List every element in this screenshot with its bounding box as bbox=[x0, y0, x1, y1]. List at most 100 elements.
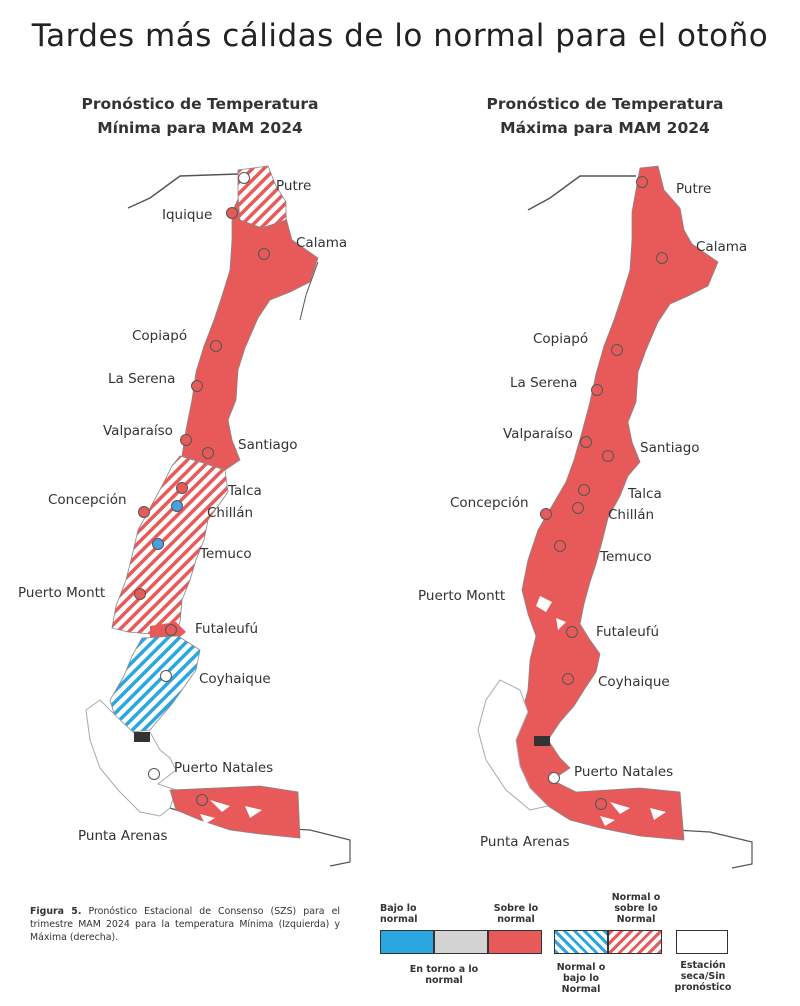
legend-label-estacion: Estación seca/Sin pronóstico bbox=[674, 960, 732, 993]
right-label-puertomontt: Puerto Montt bbox=[418, 588, 505, 604]
legend-swatch-torno bbox=[434, 930, 488, 954]
legend-label-bajo: Bajo lo normal bbox=[380, 903, 418, 925]
right-label-puertonatales: Puerto Natales bbox=[574, 764, 673, 780]
left-label-putre: Putre bbox=[276, 178, 311, 194]
right-coastal-islands bbox=[477, 679, 549, 811]
left-label-laserena: La Serena bbox=[108, 371, 175, 387]
right-label-talca: Talca bbox=[627, 486, 662, 502]
right-label-coyhaique: Coyhaique bbox=[598, 674, 670, 690]
caption-text: Pronóstico Estacional de Consenso (SZS) … bbox=[30, 906, 340, 943]
legend-swatch-sobre bbox=[488, 930, 542, 954]
right-map-title-line2: Máxima para MAM 2024 bbox=[500, 119, 710, 137]
page-title: Tardes más cálidas de lo normal para el … bbox=[31, 18, 769, 54]
right-label-copiapo: Copiapó bbox=[533, 331, 588, 347]
right-label-concepcion: Concepción bbox=[450, 495, 529, 511]
left-station-coyhaique bbox=[160, 670, 172, 682]
legend-label-sobre: Sobre lo normal bbox=[493, 903, 539, 925]
left-station-santiago bbox=[202, 447, 214, 459]
legend-swatch-normal-sobre bbox=[608, 930, 662, 954]
legend-swatch-normal-bajo bbox=[554, 930, 608, 954]
left-map-title: Pronóstico de Temperatura Mínima para MA… bbox=[30, 92, 370, 140]
right-all-sobre-region bbox=[513, 165, 719, 841]
left-label-puertomontt: Puerto Montt bbox=[18, 585, 105, 601]
left-label-puertonatales: Puerto Natales bbox=[174, 760, 273, 776]
right-map: Putre Calama Copiapó La Serena Valparaís… bbox=[418, 165, 753, 869]
left-map-title-line1: Pronóstico de Temperatura bbox=[81, 95, 319, 113]
left-magallanes-sobre-region bbox=[169, 785, 301, 839]
left-station-talca bbox=[176, 482, 188, 494]
left-magallanes-fjords bbox=[200, 800, 262, 824]
left-south-dry-region bbox=[85, 699, 177, 817]
caption-label: Figura 5. bbox=[30, 906, 82, 917]
right-station-chillan bbox=[572, 502, 584, 514]
right-label-santiago: Santiago bbox=[640, 440, 700, 456]
left-label-temuco: Temuco bbox=[199, 546, 252, 562]
right-magallanes-fjords bbox=[600, 802, 666, 826]
right-station-puertonatales bbox=[548, 772, 560, 784]
left-label-iquique: Iquique bbox=[162, 207, 212, 223]
left-station-puertonatales bbox=[148, 768, 160, 780]
left-station-calama bbox=[258, 248, 270, 260]
right-station-concepcion bbox=[540, 508, 552, 520]
legend-label-normal-bajo: Normal o bajo lo Normal bbox=[556, 962, 606, 995]
right-station-talca bbox=[578, 484, 590, 496]
right-border-peru bbox=[527, 175, 636, 211]
right-station-copiapo bbox=[611, 344, 623, 356]
left-station-laserena bbox=[191, 380, 203, 392]
left-label-futaleufu: Futaleufú bbox=[195, 621, 258, 637]
left-station-valparaiso bbox=[180, 434, 192, 446]
left-putre-hatched-region bbox=[237, 165, 287, 229]
left-aysen-bajo-hatched-region bbox=[109, 635, 201, 733]
right-label-futaleufu: Futaleufú bbox=[596, 624, 659, 640]
right-black-marker bbox=[534, 736, 550, 746]
right-station-valparaiso bbox=[580, 436, 592, 448]
left-label-copiapo: Copiapó bbox=[132, 328, 187, 344]
legend-swatch-bajo bbox=[380, 930, 434, 954]
right-label-temuco: Temuco bbox=[599, 549, 652, 565]
left-station-chillan bbox=[171, 500, 183, 512]
left-label-puntaarenas: Punta Arenas bbox=[78, 828, 168, 844]
right-map-title-line1: Pronóstico de Temperatura bbox=[486, 95, 724, 113]
left-station-puertomontt bbox=[134, 588, 146, 600]
right-chiloe-gaps bbox=[536, 596, 566, 630]
left-map-title-line2: Mínima para MAM 2024 bbox=[97, 119, 303, 137]
left-label-concepcion: Concepción bbox=[48, 492, 127, 508]
right-label-laserena: La Serena bbox=[510, 375, 577, 391]
right-station-coyhaique bbox=[562, 673, 574, 685]
left-map: Putre Iquique Calama Copiapó La Serena V… bbox=[18, 165, 351, 867]
left-black-marker bbox=[134, 732, 150, 742]
left-station-copiapo bbox=[210, 340, 222, 352]
right-label-calama: Calama bbox=[696, 239, 747, 255]
left-station-putre bbox=[238, 172, 250, 184]
legend-label-normal-sobre: Normal o sobre lo Normal bbox=[611, 892, 661, 925]
left-label-santiago: Santiago bbox=[238, 437, 298, 453]
left-label-coyhaique: Coyhaique bbox=[199, 671, 271, 687]
left-label-valparaiso: Valparaíso bbox=[103, 423, 173, 439]
figure-caption: Figura 5. Pronóstico Estacional de Conse… bbox=[30, 905, 340, 944]
right-station-laserena bbox=[591, 384, 603, 396]
left-north-sobre-region bbox=[181, 167, 319, 471]
right-label-valparaiso: Valparaíso bbox=[503, 426, 573, 442]
right-station-futaleufu bbox=[566, 626, 578, 638]
right-label-puntaarenas: Punta Arenas bbox=[480, 834, 570, 850]
right-map-title: Pronóstico de Temperatura Máxima para MA… bbox=[435, 92, 775, 140]
left-border-east bbox=[299, 261, 319, 321]
left-label-calama: Calama bbox=[296, 235, 347, 251]
left-label-chillan: Chillán bbox=[207, 505, 253, 521]
legend-swatch-estacion bbox=[676, 930, 728, 954]
right-label-putre: Putre bbox=[676, 181, 711, 197]
right-station-puntaarenas bbox=[595, 798, 607, 810]
left-station-iquique bbox=[226, 207, 238, 219]
left-station-temuco bbox=[152, 538, 164, 550]
right-station-putre bbox=[636, 176, 648, 188]
right-station-temuco bbox=[554, 540, 566, 552]
left-station-futaleufu bbox=[165, 624, 177, 636]
right-station-calama bbox=[656, 252, 668, 264]
right-label-chillan: Chillán bbox=[608, 507, 654, 523]
right-station-santiago bbox=[602, 450, 614, 462]
left-station-concepcion bbox=[138, 506, 150, 518]
left-border-peru bbox=[127, 173, 239, 209]
left-station-puntaarenas bbox=[196, 794, 208, 806]
left-label-talca: Talca bbox=[227, 483, 262, 499]
